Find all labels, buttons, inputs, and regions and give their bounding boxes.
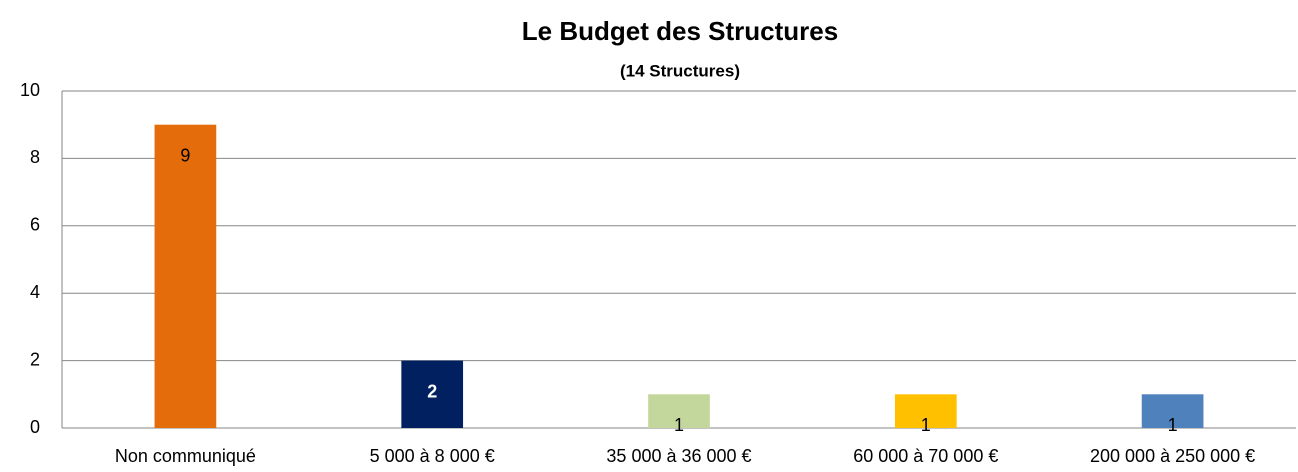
chart-subtitle: (14 Structures)	[620, 61, 740, 80]
data-label: 1	[1168, 415, 1178, 435]
chart-title: Le Budget des Structures	[522, 16, 838, 46]
bar	[401, 360, 464, 428]
data-label: 2	[427, 381, 437, 401]
bar	[1141, 394, 1204, 428]
y-tick-label: 2	[30, 349, 40, 369]
bar	[154, 124, 217, 428]
x-tick-label: 35 000 à 36 000 €	[606, 446, 751, 466]
x-tick-label: 5 000 à 8 000 €	[370, 446, 495, 466]
data-label: 1	[674, 415, 684, 435]
y-tick-label: 10	[20, 80, 40, 100]
y-tick-label: 8	[30, 147, 40, 167]
x-tick-label: Non communiqué	[115, 446, 256, 466]
x-tick-label: 200 000 à 250 000 €	[1090, 446, 1255, 466]
x-tick-label: 60 000 à 70 000 €	[853, 446, 998, 466]
data-label: 1	[921, 415, 931, 435]
bar	[894, 394, 957, 428]
data-label: 9	[180, 145, 190, 165]
y-tick-label: 0	[30, 417, 40, 437]
y-tick-label: 4	[30, 282, 40, 302]
y-tick-label: 6	[30, 215, 40, 235]
bar	[648, 394, 710, 428]
